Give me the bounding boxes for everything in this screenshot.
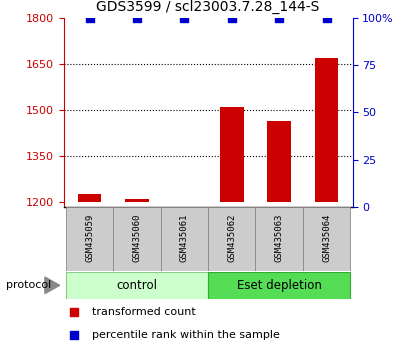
Title: GDS3599 / scl23003.7.28_144-S: GDS3599 / scl23003.7.28_144-S bbox=[96, 0, 319, 14]
Text: GSM435064: GSM435064 bbox=[321, 213, 330, 262]
Point bbox=[70, 309, 77, 315]
Point bbox=[181, 15, 187, 21]
Bar bbox=[78, 194, 101, 202]
Text: GSM435062: GSM435062 bbox=[227, 213, 236, 262]
Text: GSM435061: GSM435061 bbox=[180, 213, 189, 262]
Text: GSM435063: GSM435063 bbox=[274, 213, 283, 262]
Point bbox=[322, 15, 329, 21]
Point bbox=[133, 15, 140, 21]
Bar bbox=[302, 207, 349, 271]
Text: transformed count: transformed count bbox=[92, 307, 196, 318]
Point bbox=[86, 15, 93, 21]
Text: Eset depletion: Eset depletion bbox=[236, 279, 321, 292]
Bar bbox=[255, 207, 302, 271]
Bar bbox=[125, 199, 148, 202]
Polygon shape bbox=[45, 277, 60, 293]
Bar bbox=[314, 58, 337, 202]
Text: GSM435060: GSM435060 bbox=[132, 213, 141, 262]
Bar bbox=[66, 207, 113, 271]
Bar bbox=[219, 107, 243, 202]
Bar bbox=[66, 272, 208, 299]
Bar bbox=[208, 207, 255, 271]
Text: control: control bbox=[116, 279, 157, 292]
Bar bbox=[113, 207, 160, 271]
Bar bbox=[267, 121, 290, 202]
Bar bbox=[160, 207, 208, 271]
Point bbox=[228, 15, 234, 21]
Point bbox=[275, 15, 282, 21]
Text: GSM435059: GSM435059 bbox=[85, 213, 94, 262]
Point bbox=[70, 333, 77, 338]
Text: protocol: protocol bbox=[6, 280, 51, 290]
Text: percentile rank within the sample: percentile rank within the sample bbox=[92, 330, 279, 341]
Bar bbox=[208, 272, 349, 299]
